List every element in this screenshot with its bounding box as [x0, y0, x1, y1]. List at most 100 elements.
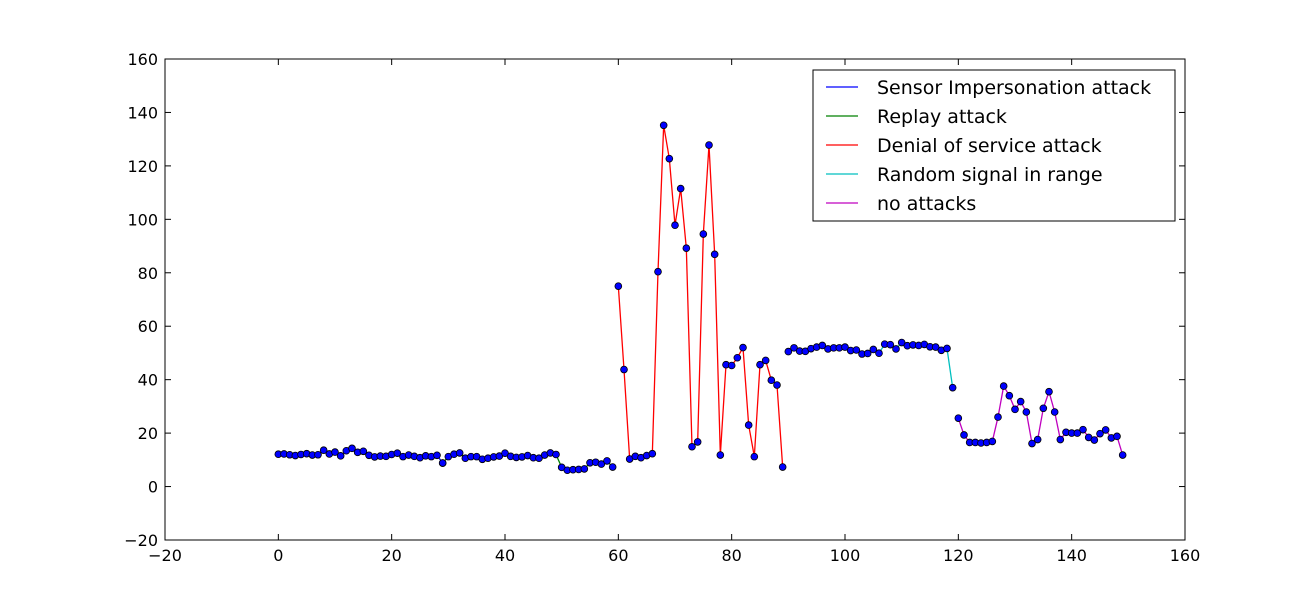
y-tick-label: 0 [148, 478, 158, 497]
data-point [1101, 426, 1110, 434]
x-tick-label: 20 [381, 546, 401, 565]
data-point [314, 450, 322, 459]
data-point [331, 448, 339, 456]
data-point [336, 452, 345, 460]
data-point [999, 382, 1008, 390]
data-point [693, 438, 702, 446]
x-tick-label: −20 [148, 546, 182, 565]
data-point [750, 452, 759, 461]
data-point [455, 449, 464, 457]
data-point [1056, 435, 1065, 444]
data-point [620, 365, 628, 374]
data-point [1011, 405, 1019, 414]
x-tick-label: 60 [608, 546, 628, 565]
data-point [863, 349, 872, 358]
data-point [359, 447, 368, 456]
data-point [739, 343, 747, 352]
data-point [875, 349, 883, 358]
data-point [1022, 408, 1031, 416]
data-point [988, 437, 997, 446]
data-point [676, 184, 685, 193]
data-point [710, 250, 719, 259]
data-point [1096, 429, 1104, 438]
data-point [682, 244, 691, 252]
y-tick-label: 20 [138, 424, 158, 443]
data-point [767, 376, 776, 385]
data-point [699, 230, 708, 238]
x-tick-label: 100 [830, 546, 861, 565]
data-point [659, 121, 668, 130]
data-point [1050, 408, 1059, 416]
data-point [943, 344, 951, 353]
ticks-layer: −20 0 20 40 60 80 100 120 140 160 −20 0 20 40 60 80 100 1… [124, 50, 1200, 565]
data-point [1079, 425, 1087, 434]
y-tick-label: 60 [138, 317, 158, 336]
data-point [1113, 432, 1121, 441]
data-point [948, 383, 957, 392]
data-point [1118, 451, 1127, 459]
data-point [552, 450, 560, 459]
data-point [614, 282, 623, 290]
data-point [1033, 435, 1042, 444]
data-point [348, 444, 356, 453]
legend: Sensor Impersonation attack Replay attack… [812, 69, 1176, 222]
y-tick-label: 140 [127, 103, 158, 122]
axes-frame [164, 58, 1186, 541]
data-point [727, 361, 736, 370]
x-tick-label: 140 [1056, 546, 1087, 565]
y-tick-label: 160 [127, 50, 158, 69]
data-point [892, 345, 900, 353]
data-point [716, 451, 725, 459]
legend-label-3: Random signal in range [877, 164, 1103, 186]
data-point [648, 449, 657, 458]
data-point [1090, 436, 1099, 444]
x-tick-label: 0 [273, 546, 283, 565]
data-point [761, 356, 770, 365]
legend-box [812, 69, 1176, 222]
data-point [869, 345, 878, 354]
data-point [756, 360, 764, 369]
data-point [818, 341, 827, 350]
data-point [654, 267, 662, 276]
data-point [1039, 404, 1048, 413]
data-point [841, 343, 849, 351]
data-point [778, 463, 787, 471]
x-tick-label: 120 [943, 546, 974, 565]
data-point [433, 451, 441, 460]
data-point [319, 446, 328, 455]
data-point [597, 460, 606, 468]
data-point [501, 449, 509, 457]
y-tick-label: 80 [138, 264, 158, 283]
data-point [852, 346, 861, 354]
data-point [688, 442, 696, 451]
legend-entries: Sensor Impersonation attack Replay attack… [826, 77, 1151, 215]
y-tick-label: −20 [124, 531, 158, 550]
y-tick-label: 40 [138, 371, 158, 390]
x-tick-label: 80 [721, 546, 741, 565]
data-point [603, 457, 611, 465]
data-point [580, 465, 589, 473]
data-point [1028, 439, 1036, 448]
data-point [954, 414, 963, 422]
data-point [960, 431, 968, 439]
legend-label-2: Denial of service attack [877, 135, 1102, 157]
x-tick-label: 40 [495, 546, 515, 565]
points-layer [274, 121, 1127, 475]
y-tick-label: 120 [127, 157, 158, 176]
legend-label-4: no attacks [877, 193, 976, 215]
data-point [671, 221, 679, 230]
y-tick-label: 100 [127, 210, 158, 229]
data-point [1073, 429, 1082, 437]
data-point [1005, 391, 1014, 400]
data-point [744, 421, 753, 429]
data-point [665, 154, 674, 163]
data-point [438, 459, 447, 467]
legend-label-0: Sensor Impersonation attack [877, 77, 1151, 99]
data-point [535, 454, 543, 463]
data-point [886, 340, 895, 349]
data-point [897, 338, 906, 347]
data-point [931, 343, 940, 351]
data-point [1016, 397, 1025, 406]
data-point [784, 347, 793, 356]
